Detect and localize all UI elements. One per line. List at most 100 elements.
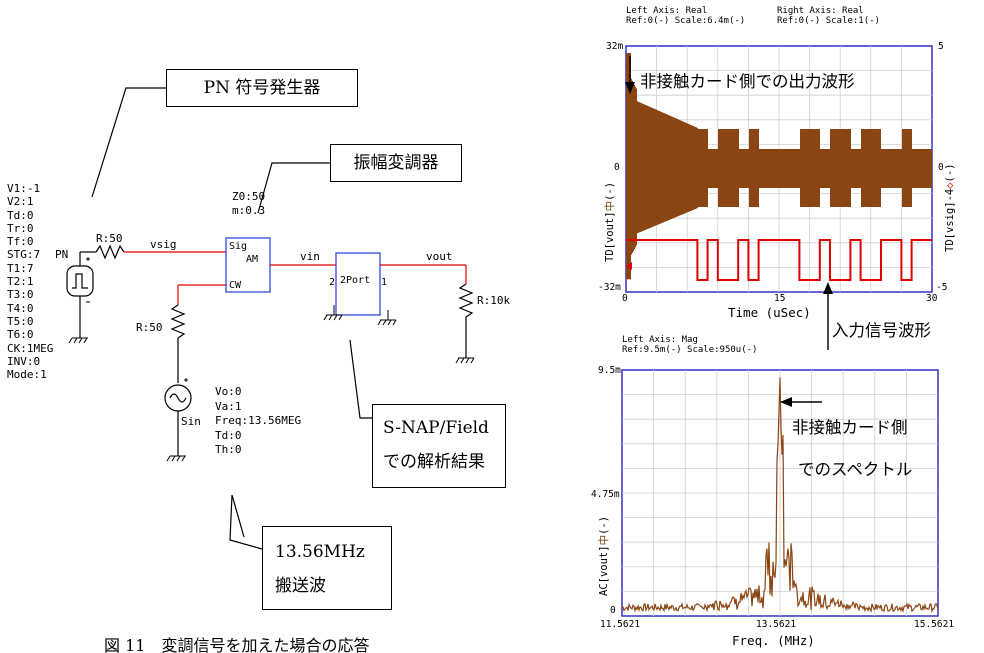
- param: V2:1: [7, 195, 34, 209]
- param: Td:0: [7, 208, 34, 222]
- param: CK:1MEG: [7, 341, 54, 355]
- pn-parameter-list: V1:-1 V2:1 Td:0 Tr:0 Tf:0 STG:7 T1:7 T2:…: [7, 182, 53, 381]
- port-1-label: 1: [381, 277, 388, 288]
- param: INV:0: [7, 354, 41, 368]
- bottom-xtick-1: 13.5621: [756, 619, 797, 630]
- param: Freq:13.56MEG: [215, 414, 302, 427]
- bottom-yunit: (-): [598, 515, 610, 535]
- callout-text: 搬送波: [275, 576, 326, 596]
- annot-spectrum-2: でのスペクトル: [798, 460, 913, 479]
- vsig-marker-icon: ◇: [944, 182, 956, 189]
- param: T2:1: [7, 275, 34, 289]
- vin-net-label: vin: [300, 250, 320, 263]
- two-port-block: [335, 252, 381, 316]
- time-domain-plot: [625, 45, 933, 293]
- r2-label: R:50: [136, 321, 163, 334]
- param: V1:-1: [7, 182, 41, 195]
- r1-resistor-symbol: [95, 244, 125, 260]
- vsig-waveform: [626, 239, 932, 281]
- callout-modulator: 振幅変調器: [330, 144, 462, 182]
- top-header-left-1: Left Axis: Real: [626, 6, 708, 16]
- top-right-yunit: (-): [944, 163, 956, 183]
- bottom-ytick-mid: 4.75m: [591, 489, 620, 500]
- am-modulator-block: [225, 237, 271, 293]
- param: Tr:0: [7, 221, 34, 235]
- am-m-label: m:0.3: [232, 204, 266, 217]
- bottom-xtick-0: 11.5621: [600, 619, 641, 630]
- top-xlabel: Time (uSec): [728, 305, 811, 320]
- top-ytick-left-mid: 0: [614, 162, 620, 173]
- bottom-ytick-top: 9.5m: [598, 365, 621, 376]
- annot-output-waveform: 非接触カード側での出力波形: [640, 72, 855, 91]
- param: Th:0: [215, 443, 242, 456]
- param: Tf:0: [7, 235, 34, 249]
- r1-label: R:50: [96, 232, 123, 245]
- bottom-xlabel: Freq. (MHz): [732, 633, 815, 648]
- sin-label: Sin: [181, 415, 201, 428]
- callout-text: 振幅変調器: [353, 153, 439, 173]
- annot-input-waveform: 入力信号波形: [832, 321, 931, 340]
- vout-net-label: vout: [426, 250, 453, 263]
- bottom-header-1: Left Axis: Mag: [622, 335, 698, 345]
- ref-marker: [626, 262, 632, 270]
- param: T3:0: [7, 288, 34, 302]
- param: Mode:1: [7, 368, 47, 382]
- callout-snap-result: S-NAP/Field での解析結果: [372, 404, 506, 488]
- spectrum-marker-icon: 中: [598, 534, 610, 546]
- top-ytick-right-bottom: -5: [936, 282, 948, 293]
- spectrum-arrow: [780, 397, 822, 407]
- figure-caption: 図 11 変調信号を加えた場合の応答: [104, 636, 370, 653]
- vout-waveform: [626, 53, 932, 280]
- param: Vo:0: [215, 385, 242, 398]
- spectrum-plot: [621, 369, 939, 617]
- param: Va:1: [215, 399, 242, 413]
- am-cw-port: CW: [229, 280, 242, 291]
- callout-leaders: [91, 87, 372, 550]
- spectrum-trace: [621, 377, 939, 614]
- sin-parameter-list: Vo:0 Va:1 Freq:13.56MEG Td:0 Th:0: [215, 385, 301, 458]
- top-ytick-left-bottom: -32m: [598, 282, 621, 293]
- param: T5:0: [7, 314, 34, 328]
- callout-carrier: 13.56MHz 搬送波: [262, 526, 392, 610]
- top-annotation-arrows: [625, 56, 833, 350]
- two-port-label: 2Port: [340, 275, 371, 286]
- callout-pn-generator: PN 符号発生器: [166, 69, 358, 107]
- schematic-diagram: [66, 87, 475, 550]
- am-label: AM: [246, 254, 259, 265]
- port-2-label: 2: [329, 277, 336, 288]
- top-xtick-1: 15: [774, 293, 786, 304]
- top-xtick-0: 0: [622, 293, 628, 304]
- plot-grid: [622, 370, 938, 616]
- vout-envelope: [626, 53, 932, 280]
- am-z0-label: Z0:50: [232, 190, 266, 203]
- pn-source-symbol: [66, 252, 94, 344]
- callout-text: 13.56MHz: [275, 542, 365, 562]
- bottom-ylabel: AC[vout]: [598, 545, 610, 596]
- top-right-ylabel: TD[vsig]-4: [944, 188, 956, 252]
- param: T1:7: [7, 261, 34, 275]
- top-ytick-right-mid: 0: [938, 162, 944, 173]
- callout-text: PN 符号発生器: [203, 78, 321, 98]
- top-header-left-2: Ref:0(-) Scale:6.4m(-): [626, 16, 746, 26]
- param: T4:0: [7, 301, 34, 315]
- am-sig-port: Sig: [229, 241, 248, 252]
- load-label: R:10k: [477, 294, 511, 307]
- top-ytick-right-top: 5: [938, 41, 944, 52]
- top-ytick-left-top: 32m: [606, 41, 624, 52]
- param: T6:0: [7, 328, 34, 342]
- top-header-right-2: Ref:0(-) Scale:1(-): [777, 16, 880, 26]
- annot-spectrum-1: 非接触カード側: [792, 418, 908, 437]
- bottom-ytick-bottom: 0: [610, 605, 616, 616]
- bottom-xtick-2: 15.5621: [914, 619, 955, 630]
- callout-text: S-NAP/Field: [383, 418, 489, 438]
- callout-text: での解析結果: [383, 452, 485, 472]
- param: Td:0: [215, 428, 242, 442]
- top-xtick-2: 30: [926, 293, 938, 304]
- top-header-right-1: Right Axis: Real: [777, 6, 864, 16]
- bottom-header-2: Ref:9.5m(-) Scale:950u(-): [622, 345, 758, 355]
- load-resistor-symbol: [458, 283, 474, 318]
- vsig-net-label: vsig: [150, 238, 177, 251]
- pn-label: PN: [55, 248, 69, 261]
- param: STG:7: [7, 248, 41, 262]
- r2-resistor-symbol: [170, 304, 186, 339]
